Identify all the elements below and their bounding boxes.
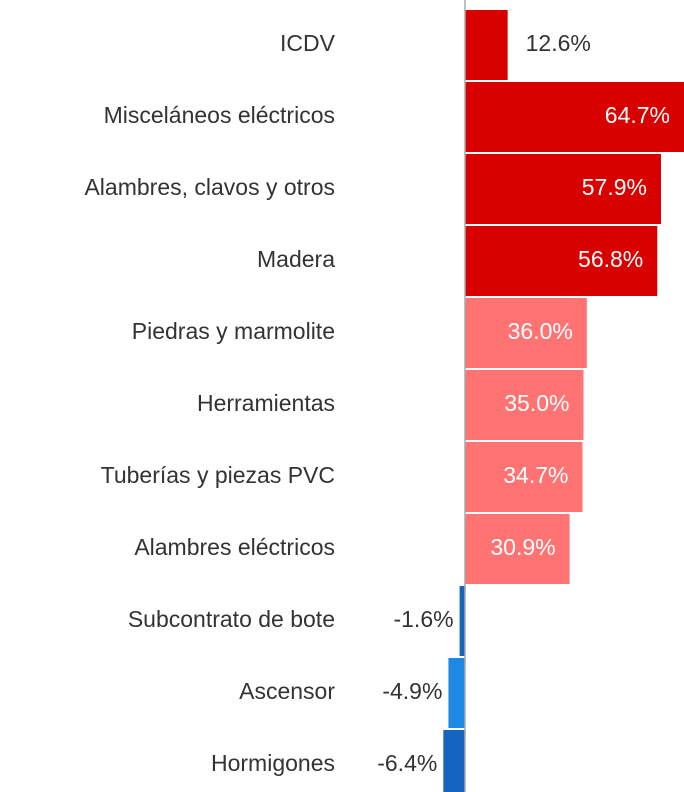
category-label: Hormigones bbox=[211, 750, 335, 776]
value-label: 34.7% bbox=[503, 462, 568, 488]
bar bbox=[465, 298, 587, 368]
category-label: Alambres eléctricos bbox=[134, 534, 335, 560]
bar bbox=[465, 154, 661, 224]
value-label: 30.9% bbox=[490, 534, 555, 560]
category-label: Alambres, clavos y otros bbox=[84, 174, 335, 200]
bar bbox=[465, 514, 570, 584]
value-label: 56.8% bbox=[578, 246, 643, 272]
value-label: 12.6% bbox=[526, 30, 591, 56]
value-label: 35.0% bbox=[504, 390, 569, 416]
category-label: ICDV bbox=[280, 30, 336, 56]
value-label: 57.9% bbox=[582, 174, 647, 200]
bar bbox=[465, 226, 658, 296]
category-label: Subcontrato de bote bbox=[128, 606, 335, 632]
value-label: 64.7% bbox=[605, 102, 670, 128]
bar bbox=[465, 10, 508, 80]
category-label: Ascensor bbox=[239, 678, 335, 704]
value-label: -4.9% bbox=[382, 678, 442, 704]
bar bbox=[465, 82, 684, 152]
category-label: Madera bbox=[257, 246, 335, 272]
category-label: Piedras y marmolite bbox=[132, 318, 335, 344]
bar bbox=[459, 586, 465, 656]
bar bbox=[465, 370, 584, 440]
value-label: -6.4% bbox=[377, 750, 437, 776]
bar bbox=[465, 442, 583, 512]
value-label: 36.0% bbox=[508, 318, 573, 344]
bar bbox=[443, 730, 465, 792]
value-label: -1.6% bbox=[393, 606, 453, 632]
category-label: Misceláneos eléctricos bbox=[104, 102, 335, 128]
bar bbox=[448, 658, 465, 728]
category-label: Tuberías y piezas PVC bbox=[101, 462, 335, 488]
category-label: Herramientas bbox=[197, 390, 335, 416]
